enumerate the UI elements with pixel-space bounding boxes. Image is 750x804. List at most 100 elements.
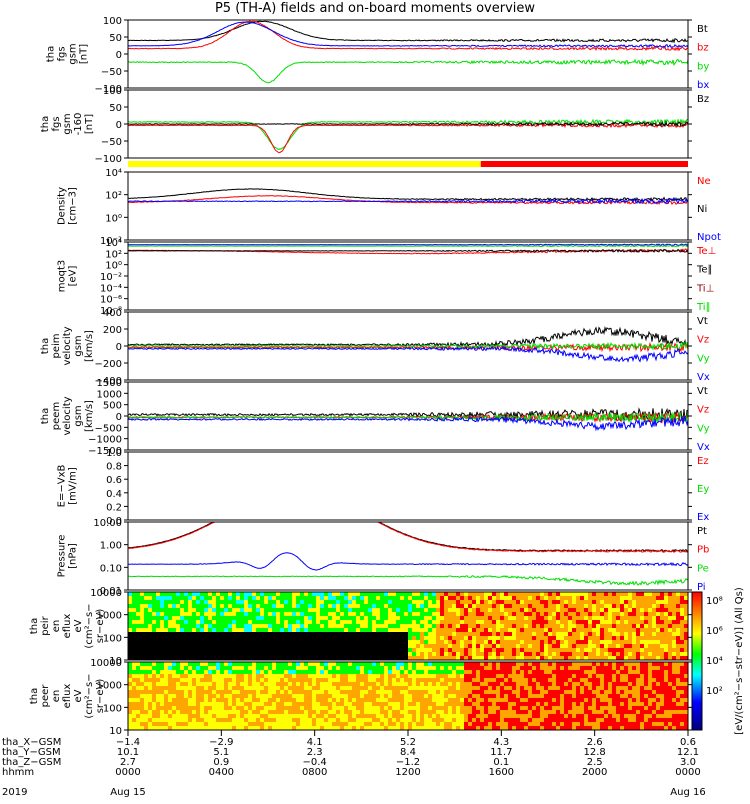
heat-cell <box>560 616 564 620</box>
heat-cell <box>664 690 668 694</box>
heat-cell <box>564 666 568 670</box>
heat-cell <box>184 640 188 644</box>
heat-cell <box>156 612 160 616</box>
heat-cell <box>384 600 388 604</box>
heat-cell <box>400 656 404 660</box>
heat-cell <box>332 670 336 674</box>
heat-cell <box>320 644 324 648</box>
heat-cell <box>320 624 324 628</box>
heat-cell <box>236 726 240 730</box>
heat-cell <box>204 726 208 730</box>
heat-cell <box>600 652 604 656</box>
heat-cell <box>632 632 636 636</box>
heat-cell <box>192 694 196 698</box>
heat-cell <box>516 698 520 702</box>
heat-cell <box>328 666 332 670</box>
heat-cell <box>360 592 364 596</box>
heat-cell <box>528 714 532 718</box>
heat-cell <box>292 652 296 656</box>
heat-cell <box>576 674 580 678</box>
heat-cell <box>680 648 684 652</box>
heat-cell <box>136 592 140 596</box>
heat-cell <box>444 670 448 674</box>
heat-cell <box>288 596 292 600</box>
heat-cell <box>564 604 568 608</box>
heat-cell <box>400 604 404 608</box>
heat-cell <box>364 714 368 718</box>
heat-cell <box>204 686 208 690</box>
heat-cell <box>420 726 424 730</box>
heat-cell <box>560 612 564 616</box>
heat-cell <box>396 648 400 652</box>
heat-cell <box>144 682 148 686</box>
heat-cell <box>200 686 204 690</box>
heat-cell <box>224 710 228 714</box>
heat-cell <box>164 636 168 640</box>
heat-cell <box>628 596 632 600</box>
heat-cell <box>400 662 404 666</box>
heat-cell <box>588 722 592 726</box>
heat-cell <box>212 706 216 710</box>
heat-cell <box>532 656 536 660</box>
heat-cell <box>396 624 400 628</box>
heat-cell <box>472 640 476 644</box>
heat-cell <box>436 718 440 722</box>
heat-cell <box>476 596 480 600</box>
heat-cell <box>648 616 652 620</box>
heat-cell <box>292 656 296 660</box>
heat-cell <box>668 686 672 690</box>
heat-cell <box>536 702 540 706</box>
heat-cell <box>460 678 464 682</box>
heat-cell <box>512 652 516 656</box>
heat-cell <box>484 612 488 616</box>
heat-cell <box>668 632 672 636</box>
heat-cell <box>640 678 644 682</box>
heat-cell <box>604 694 608 698</box>
heat-cell <box>188 666 192 670</box>
heat-cell <box>352 674 356 678</box>
heat-cell <box>372 640 376 644</box>
heat-cell <box>168 678 172 682</box>
heat-cell <box>412 678 416 682</box>
heat-cell <box>636 706 640 710</box>
heat-cell <box>424 714 428 718</box>
heat-cell <box>232 652 236 656</box>
heat-cell <box>320 710 324 714</box>
heat-cell <box>228 592 232 596</box>
legend-efield: Ez <box>697 456 709 467</box>
heat-cell <box>320 722 324 726</box>
heat-cell <box>272 640 276 644</box>
legend-peim: Vx <box>697 372 710 383</box>
heat-cell <box>428 616 432 620</box>
heat-cell <box>172 628 176 632</box>
ytick-label-temp: 10⁻⁶ <box>100 295 122 306</box>
heat-cell <box>520 596 524 600</box>
heat-cell <box>324 718 328 722</box>
heat-cell <box>608 726 612 730</box>
heat-cell <box>556 702 560 706</box>
heat-cell <box>228 644 232 648</box>
heat-cell <box>428 726 432 730</box>
heat-cell <box>416 670 420 674</box>
heat-cell <box>684 628 688 632</box>
ytick-label-peem: 1000 <box>97 389 122 400</box>
heat-cell <box>584 612 588 616</box>
heat-cell <box>360 682 364 686</box>
heat-cell <box>672 600 676 604</box>
heat-cell <box>276 690 280 694</box>
heat-cell <box>552 714 556 718</box>
heat-cell <box>276 666 280 670</box>
heat-cell <box>220 686 224 690</box>
heat-cell <box>572 608 576 612</box>
heat-cell <box>224 682 228 686</box>
heat-cell <box>576 628 580 632</box>
heat-cell <box>364 722 368 726</box>
heat-cell <box>640 710 644 714</box>
heat-cell <box>496 640 500 644</box>
heat-cell <box>540 612 544 616</box>
heat-cell <box>612 624 616 628</box>
heat-cell <box>552 662 556 666</box>
heat-cell <box>180 636 184 640</box>
heat-cell <box>584 682 588 686</box>
heat-cell <box>368 718 372 722</box>
